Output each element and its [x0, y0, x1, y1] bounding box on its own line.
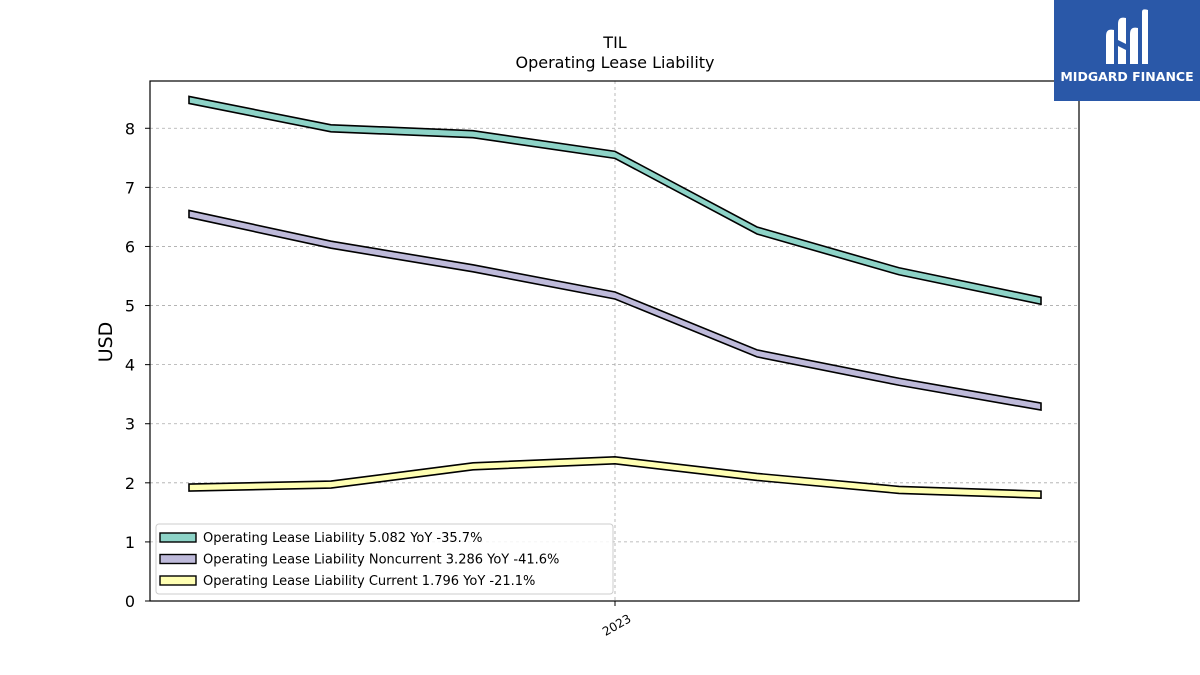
y-tick-label: 3: [125, 415, 135, 434]
legend-label: Operating Lease Liability 5.082 YoY -35.…: [203, 531, 482, 546]
y-tick-label: 8: [125, 119, 135, 138]
y-tick-label: 0: [125, 592, 135, 611]
legend-label: Operating Lease Liability Noncurrent 3.2…: [203, 553, 559, 568]
series-line: [188, 95, 1042, 306]
brand-logo: MIDGARD FINANCE: [1054, 0, 1200, 101]
series-line: [188, 456, 1042, 499]
y-tick-label: 2: [125, 474, 135, 493]
series-line: [188, 209, 1042, 412]
chart-subtitle: Operating Lease Liability: [515, 53, 714, 72]
y-tick-label: 5: [125, 297, 135, 316]
x-tick-label: 2023: [600, 611, 633, 638]
legend-swatch: [159, 575, 197, 586]
chart-title: TIL: [602, 33, 626, 52]
grid-lines: [150, 81, 1079, 601]
axes: 0 1 2 3 4 5 6 7 8 2023: [125, 119, 634, 639]
y-tick-label: 7: [125, 178, 135, 197]
legend-box: [155, 523, 614, 595]
series-layer: [188, 95, 1042, 499]
legend-label: Operating Lease Liability Current 1.796 …: [203, 574, 535, 589]
y-tick-label: 1: [125, 533, 135, 552]
brand-name: MIDGARD FINANCE: [1060, 69, 1194, 84]
y-axis-label: USD: [95, 322, 117, 363]
logo-mark-icon: [1106, 9, 1148, 65]
legend-swatch: [159, 553, 197, 565]
legend: Operating Lease Liability 5.082 YoY -35.…: [155, 523, 614, 595]
y-tick-label: 4: [125, 356, 135, 375]
legend-swatch: [159, 532, 197, 543]
y-tick-label: 6: [125, 237, 135, 256]
